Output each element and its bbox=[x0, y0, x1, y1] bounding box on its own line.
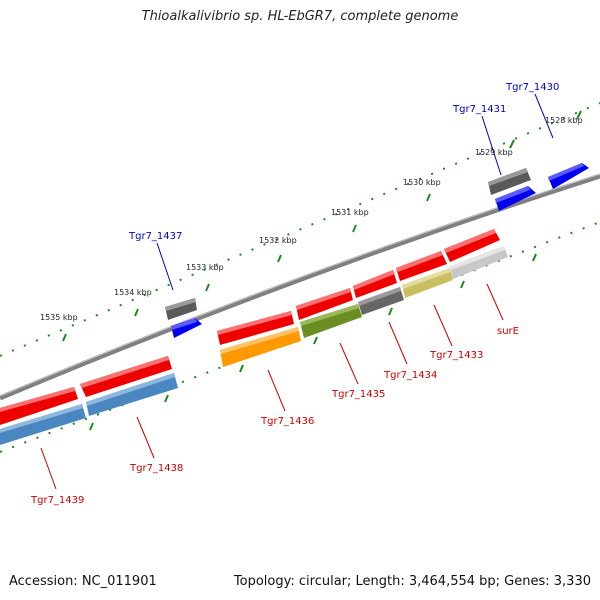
minor-tick bbox=[388, 307, 393, 316]
major-tick bbox=[509, 139, 515, 149]
minor-tick bbox=[89, 422, 94, 431]
gene-tgr7-1430-arrow[interactable] bbox=[548, 163, 589, 189]
minor-tick bbox=[532, 253, 537, 262]
gene-labels: Tgr7_1430 Tgr7_1431 Tgr7_1437 surE Tgr7_… bbox=[30, 82, 559, 506]
minor-tick bbox=[164, 394, 169, 403]
kbp-label: 1531 kbp bbox=[331, 208, 369, 217]
kbp-label: 1530 kbp bbox=[403, 178, 441, 187]
gene-label-sure[interactable]: surE bbox=[497, 326, 519, 337]
gene-label-tgr7-1433[interactable]: Tgr7_1433 bbox=[429, 350, 483, 361]
kbp-label: 1535 kbp bbox=[40, 313, 78, 322]
major-tick bbox=[352, 224, 357, 233]
gene-red-2[interactable] bbox=[396, 251, 447, 281]
forward-strand-genes bbox=[165, 163, 589, 338]
feature-blocks bbox=[0, 246, 508, 445]
block-steel-2[interactable] bbox=[0, 404, 86, 445]
gene-label-tgr7-1438[interactable]: Tgr7_1438 bbox=[129, 463, 183, 474]
gene-label-tgr7-1431[interactable]: Tgr7_1431 bbox=[452, 104, 506, 115]
gene-tgr7-1437-arrow[interactable] bbox=[171, 318, 202, 338]
major-tick bbox=[62, 333, 67, 342]
gene-tgr7-1431-arrow[interactable] bbox=[495, 186, 536, 211]
minor-tick bbox=[239, 364, 244, 373]
minor-tick bbox=[460, 280, 465, 289]
major-tick bbox=[576, 110, 582, 120]
block-olive[interactable] bbox=[300, 304, 362, 338]
minor-tick bbox=[313, 336, 318, 345]
kbp-label: 1529 kbp bbox=[475, 148, 513, 157]
upper-tick-track bbox=[0, 102, 600, 357]
map-title: Thioalkalivibrio sp. HL-EbGR7, complete … bbox=[141, 9, 459, 24]
kbp-labels: 1528 kbp 1529 kbp 1530 kbp 1531 kbp 1532… bbox=[40, 116, 583, 322]
kbp-label: 1533 kbp bbox=[186, 263, 224, 272]
gene-label-tgr7-1439[interactable]: Tgr7_1439 bbox=[30, 495, 84, 506]
lower-tick-track bbox=[0, 221, 600, 453]
leader-lines bbox=[40, 93, 554, 490]
kbp-label: 1534 kbp bbox=[114, 288, 152, 297]
major-tick bbox=[205, 283, 210, 292]
gene-label-tgr7-1434[interactable]: Tgr7_1434 bbox=[383, 370, 437, 381]
major-tick bbox=[426, 193, 431, 202]
gene-label-tgr7-1436[interactable]: Tgr7_1436 bbox=[260, 416, 314, 427]
gene-red-1[interactable] bbox=[444, 229, 500, 262]
gene-red-7[interactable] bbox=[0, 387, 78, 425]
gene-label-tgr7-1435[interactable]: Tgr7_1435 bbox=[331, 389, 385, 400]
block-steel-1[interactable] bbox=[86, 373, 178, 416]
gene-label-tgr7-1430[interactable]: Tgr7_1430 bbox=[505, 82, 559, 93]
genome-stats-label: Topology: circular; Length: 3,464,554 bp… bbox=[233, 574, 591, 589]
kbp-label: 1532 kbp bbox=[259, 236, 297, 245]
gene-label-tgr7-1437[interactable]: Tgr7_1437 bbox=[128, 231, 182, 242]
genome-backbone bbox=[0, 173, 600, 401]
accession-label: Accession: NC_011901 bbox=[9, 574, 157, 589]
block-orange[interactable] bbox=[220, 327, 301, 367]
kbp-label: 1528 kbp bbox=[545, 116, 583, 125]
reverse-strand-cds bbox=[0, 229, 500, 425]
major-tick bbox=[277, 254, 282, 263]
major-tick bbox=[134, 308, 139, 317]
